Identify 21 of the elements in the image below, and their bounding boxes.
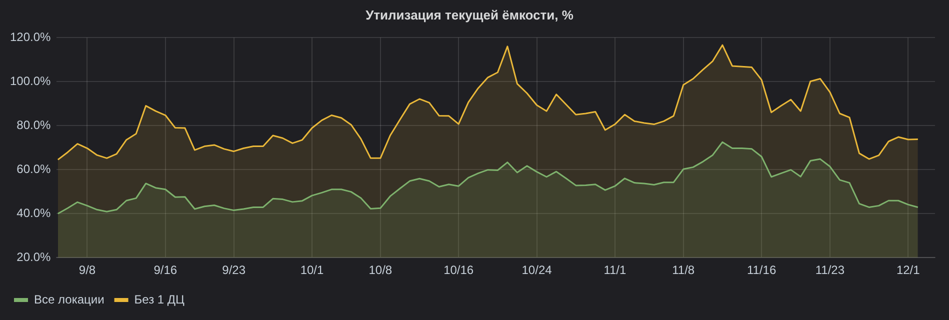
- x-tick-label: 10/8: [368, 263, 392, 278]
- x-tick-label: 12/1: [896, 263, 920, 278]
- x-tick-label: 11/8: [672, 263, 695, 278]
- x-tick-label: 9/16: [154, 263, 178, 278]
- chart-title: Утилизация текущей ёмкости, %: [366, 7, 574, 22]
- y-tick-label: 40.0%: [16, 206, 52, 220]
- x-tick-label: 10/16: [444, 263, 474, 278]
- x-tick-label: 11/1: [604, 263, 627, 278]
- x-tick-label: 11/16: [746, 263, 776, 278]
- x-tick-label: 9/23: [222, 263, 246, 278]
- x-tick-label: 11/23: [815, 263, 845, 278]
- y-tick-label: 60.0%: [16, 162, 52, 176]
- y-tick-label: 120.0%: [10, 30, 52, 44]
- y-tick-label: 80.0%: [16, 118, 52, 132]
- x-tick-label: 10/1: [300, 263, 324, 278]
- legend-label: Все локации: [34, 292, 104, 306]
- legend-label: Без 1 ДЦ: [134, 292, 185, 306]
- x-tick-label: 10/24: [522, 263, 552, 278]
- y-tick-label: 100.0%: [10, 74, 52, 88]
- y-tick-label: 20.0%: [16, 250, 52, 264]
- x-tick-label: 9/8: [78, 263, 96, 278]
